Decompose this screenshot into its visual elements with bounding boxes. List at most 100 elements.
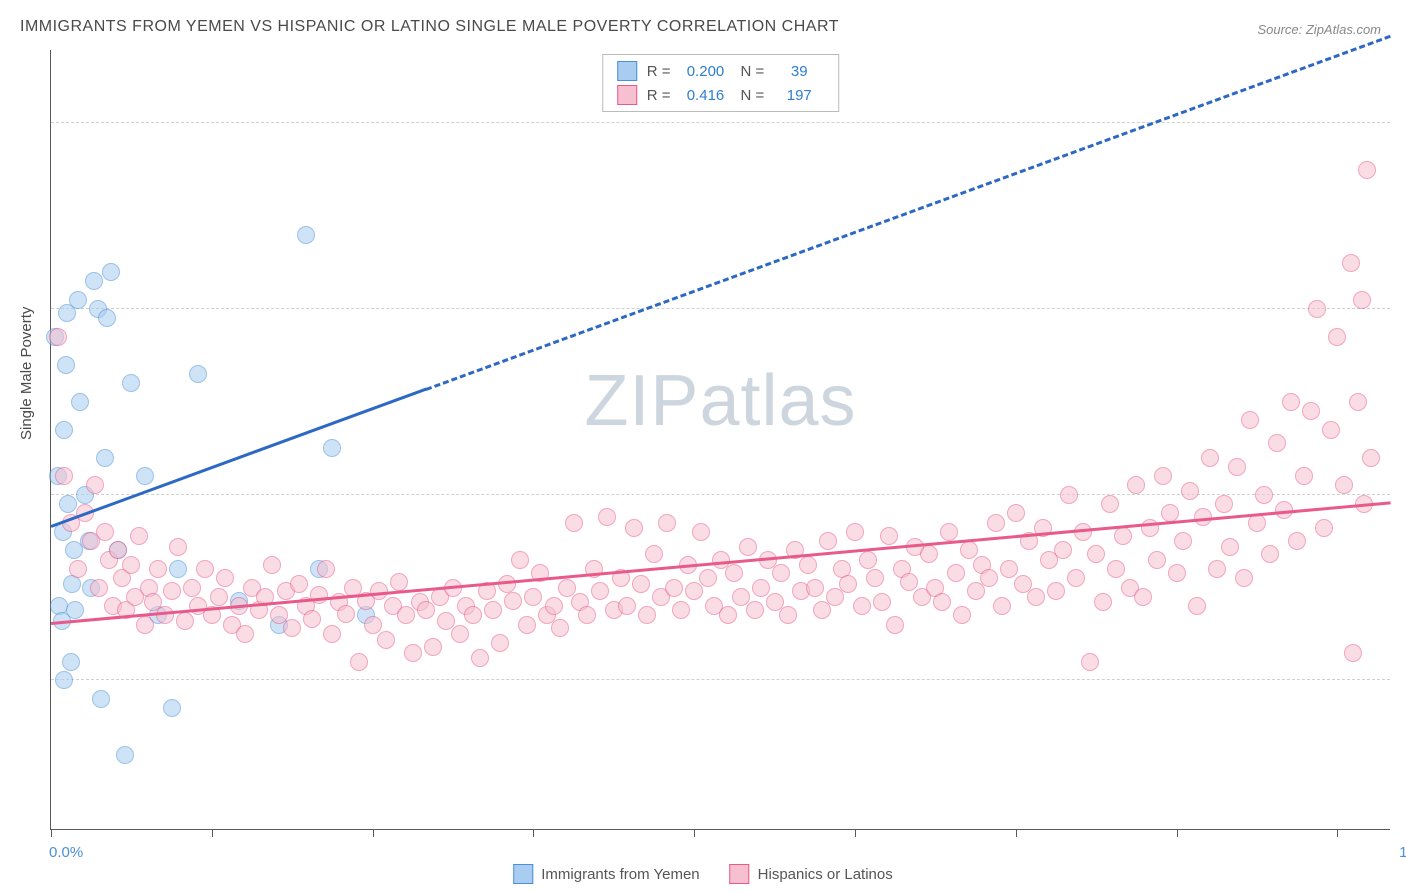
scatter-point xyxy=(578,606,596,624)
legend-r-value: 0.416 xyxy=(681,87,731,104)
scatter-point xyxy=(1315,519,1333,537)
scatter-point xyxy=(1067,569,1085,587)
scatter-point xyxy=(799,556,817,574)
scatter-point xyxy=(1174,532,1192,550)
trend-line xyxy=(426,34,1392,390)
legend-row: R =0.416N =197 xyxy=(617,83,825,107)
scatter-point xyxy=(813,601,831,619)
scatter-point xyxy=(1148,551,1166,569)
scatter-point xyxy=(1362,449,1380,467)
scatter-point xyxy=(96,449,114,467)
scatter-point xyxy=(122,374,140,392)
scatter-point xyxy=(638,606,656,624)
scatter-point xyxy=(149,560,167,578)
scatter-point xyxy=(1302,402,1320,420)
scatter-point xyxy=(1054,541,1072,559)
scatter-point xyxy=(57,356,75,374)
gridline-h xyxy=(51,679,1390,680)
scatter-point xyxy=(672,601,690,619)
scatter-point xyxy=(752,579,770,597)
scatter-point xyxy=(116,746,134,764)
scatter-point xyxy=(69,560,87,578)
scatter-point xyxy=(779,606,797,624)
scatter-point xyxy=(511,551,529,569)
scatter-point xyxy=(839,575,857,593)
x-tick xyxy=(694,829,695,837)
scatter-point xyxy=(1081,653,1099,671)
scatter-point xyxy=(55,467,73,485)
series-legend-label: Hispanics or Latinos xyxy=(758,866,893,883)
y-tick-label: 10.0% xyxy=(1395,655,1406,672)
scatter-point xyxy=(337,605,355,623)
scatter-point xyxy=(1114,527,1132,545)
scatter-point xyxy=(819,532,837,550)
scatter-point xyxy=(699,569,717,587)
scatter-point xyxy=(960,541,978,559)
scatter-point xyxy=(685,582,703,600)
x-tick xyxy=(855,829,856,837)
scatter-point xyxy=(1087,545,1105,563)
scatter-point xyxy=(980,569,998,587)
scatter-point xyxy=(1168,564,1186,582)
scatter-point xyxy=(323,625,341,643)
scatter-point xyxy=(692,523,710,541)
scatter-point xyxy=(377,631,395,649)
scatter-point xyxy=(920,545,938,563)
scatter-point xyxy=(1328,328,1346,346)
scatter-point xyxy=(1261,545,1279,563)
scatter-point xyxy=(1295,467,1313,485)
scatter-point xyxy=(1047,582,1065,600)
scatter-point xyxy=(98,309,116,327)
scatter-point xyxy=(102,263,120,281)
scatter-point xyxy=(725,564,743,582)
scatter-point xyxy=(1060,486,1078,504)
scatter-point xyxy=(1101,495,1119,513)
scatter-point xyxy=(263,556,281,574)
scatter-point xyxy=(404,644,422,662)
scatter-point xyxy=(947,564,965,582)
scatter-point xyxy=(1268,434,1286,452)
scatter-point xyxy=(176,612,194,630)
x-tick-label-max: 100.0% xyxy=(1399,844,1406,861)
scatter-point xyxy=(987,514,1005,532)
x-tick xyxy=(1177,829,1178,837)
scatter-point xyxy=(1127,476,1145,494)
scatter-point xyxy=(1235,569,1253,587)
scatter-point xyxy=(1134,588,1152,606)
scatter-point xyxy=(464,606,482,624)
scatter-chart: ZIPatlas R =0.200N =39R =0.416N =197 10.… xyxy=(50,50,1390,830)
scatter-point xyxy=(940,523,958,541)
scatter-point xyxy=(1308,300,1326,318)
scatter-point xyxy=(719,606,737,624)
scatter-point xyxy=(1344,644,1362,662)
scatter-point xyxy=(1349,393,1367,411)
scatter-point xyxy=(846,523,864,541)
scatter-point xyxy=(1228,458,1246,476)
scatter-point xyxy=(1027,588,1045,606)
scatter-point xyxy=(504,592,522,610)
scatter-point xyxy=(1221,538,1239,556)
scatter-point xyxy=(471,649,489,667)
scatter-point xyxy=(598,508,616,526)
scatter-point xyxy=(169,560,187,578)
legend-swatch xyxy=(617,61,637,81)
scatter-point xyxy=(317,560,335,578)
scatter-point xyxy=(1007,504,1025,522)
scatter-point xyxy=(55,671,73,689)
x-tick xyxy=(1337,829,1338,837)
scatter-point xyxy=(565,514,583,532)
scatter-point xyxy=(953,606,971,624)
scatter-point xyxy=(390,573,408,591)
scatter-point xyxy=(1342,254,1360,272)
scatter-point xyxy=(323,439,341,457)
scatter-point xyxy=(216,569,234,587)
gridline-h xyxy=(51,308,1390,309)
scatter-point xyxy=(558,579,576,597)
scatter-point xyxy=(451,625,469,643)
scatter-point xyxy=(1107,560,1125,578)
scatter-point xyxy=(196,560,214,578)
scatter-point xyxy=(1201,449,1219,467)
scatter-point xyxy=(49,328,67,346)
x-tick xyxy=(212,829,213,837)
scatter-point xyxy=(591,582,609,600)
